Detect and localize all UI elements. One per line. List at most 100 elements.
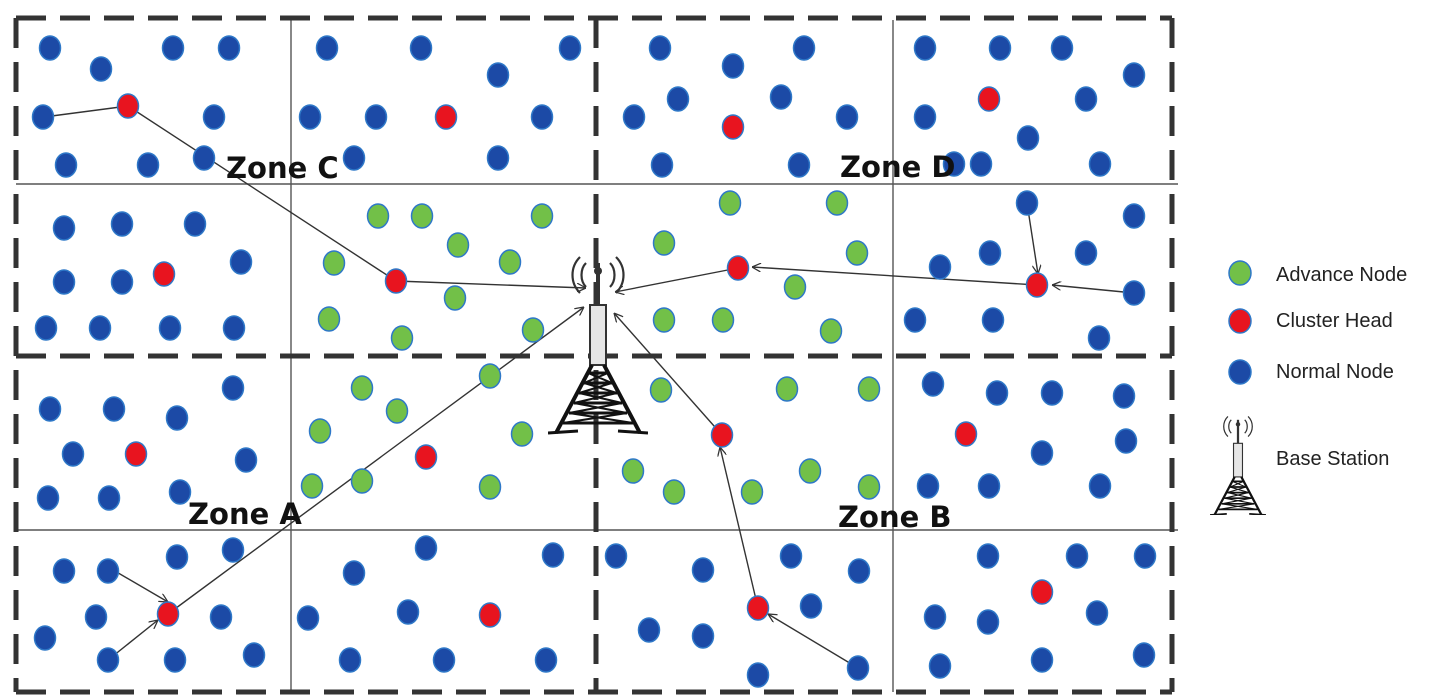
sensor-nodes — [31, 35, 1157, 688]
route-arrow — [167, 307, 584, 615]
normal-node — [650, 152, 674, 178]
normal-node — [799, 593, 823, 619]
normal-node — [769, 84, 793, 110]
normal-node — [298, 104, 322, 130]
advance-node — [478, 474, 502, 500]
advance-node — [446, 232, 470, 258]
normal-node — [1122, 280, 1146, 306]
normal-node — [846, 655, 870, 681]
cluster-head-node — [152, 261, 176, 287]
advance-node — [621, 458, 645, 484]
advance-node — [652, 307, 676, 333]
normal-node — [52, 215, 76, 241]
normal-node — [1050, 35, 1074, 61]
normal-node — [530, 104, 554, 130]
advance-node — [718, 190, 742, 216]
normal-node — [168, 479, 192, 505]
normal-node — [315, 35, 339, 61]
cluster-head-node — [726, 255, 750, 281]
advance-node — [478, 363, 502, 389]
route-arrow — [720, 447, 759, 609]
normal-node — [183, 211, 207, 237]
normal-node — [158, 315, 182, 341]
advance-node — [819, 318, 843, 344]
cluster-head-node — [710, 422, 734, 448]
advance-node — [783, 274, 807, 300]
normal-node — [1088, 473, 1112, 499]
normal-node — [89, 56, 113, 82]
normal-node — [637, 617, 661, 643]
route-arrow — [395, 280, 586, 288]
legend-normal-node-marker — [1228, 359, 1252, 385]
advance-node — [322, 250, 346, 276]
advance-node — [521, 317, 545, 343]
advance-node — [857, 376, 881, 402]
cluster-head-node — [954, 421, 978, 447]
normal-node — [222, 315, 246, 341]
normal-node — [969, 151, 993, 177]
normal-node — [558, 35, 582, 61]
normal-node — [342, 560, 366, 586]
normal-node — [409, 35, 433, 61]
advance-node — [350, 468, 374, 494]
normal-node — [985, 380, 1009, 406]
normal-node — [221, 537, 245, 563]
advance-node — [711, 307, 735, 333]
legend-advance-node-marker — [1228, 260, 1252, 286]
base-station-tower-icon — [548, 257, 648, 433]
normal-node — [976, 609, 1000, 635]
normal-node — [792, 35, 816, 61]
normal-node — [928, 254, 952, 280]
normal-node — [102, 396, 126, 422]
normal-node — [221, 375, 245, 401]
normal-node — [486, 62, 510, 88]
cluster-head-node — [721, 114, 745, 140]
normal-node — [779, 543, 803, 569]
cluster-head-node — [746, 595, 770, 621]
normal-node — [1030, 440, 1054, 466]
normal-node — [1074, 86, 1098, 112]
normal-node — [432, 647, 456, 673]
normal-node — [977, 473, 1001, 499]
normal-node — [1133, 543, 1157, 569]
route-arrow — [127, 105, 396, 281]
normal-node — [534, 647, 558, 673]
normal-node — [835, 104, 859, 130]
normal-node — [217, 35, 241, 61]
normal-node — [1122, 62, 1146, 88]
legend-cluster-head-label: Cluster Head — [1276, 310, 1393, 332]
normal-node — [161, 35, 185, 61]
cluster-head-node — [414, 444, 438, 470]
normal-node — [903, 307, 927, 333]
advance-node — [845, 240, 869, 266]
normal-node — [165, 405, 189, 431]
route-arrow — [43, 106, 128, 118]
legend-normal-node-label: Normal Node — [1276, 361, 1394, 383]
normal-node — [1122, 203, 1146, 229]
normal-node — [396, 599, 420, 625]
normal-node — [604, 543, 628, 569]
normal-node — [31, 104, 55, 130]
normal-node — [96, 647, 120, 673]
normal-node — [1088, 151, 1112, 177]
cluster-head-node — [384, 268, 408, 294]
advance-node — [740, 479, 764, 505]
normal-node — [666, 86, 690, 112]
normal-node — [622, 104, 646, 130]
normal-node — [209, 604, 233, 630]
normal-node — [364, 104, 388, 130]
normal-node — [338, 647, 362, 673]
cluster-head-node — [1025, 272, 1049, 298]
advance-node — [308, 418, 332, 444]
normal-node — [33, 625, 57, 651]
advance-node — [510, 421, 534, 447]
cluster-head-node — [124, 441, 148, 467]
normal-node — [38, 35, 62, 61]
normal-node — [942, 151, 966, 177]
route-arrow — [752, 267, 1038, 286]
legend: Advance Node Cluster Head Normal Node Ba… — [1210, 260, 1407, 515]
cluster-head-node — [478, 602, 502, 628]
normal-node — [486, 145, 510, 171]
normal-node — [923, 604, 947, 630]
normal-node — [913, 35, 937, 61]
